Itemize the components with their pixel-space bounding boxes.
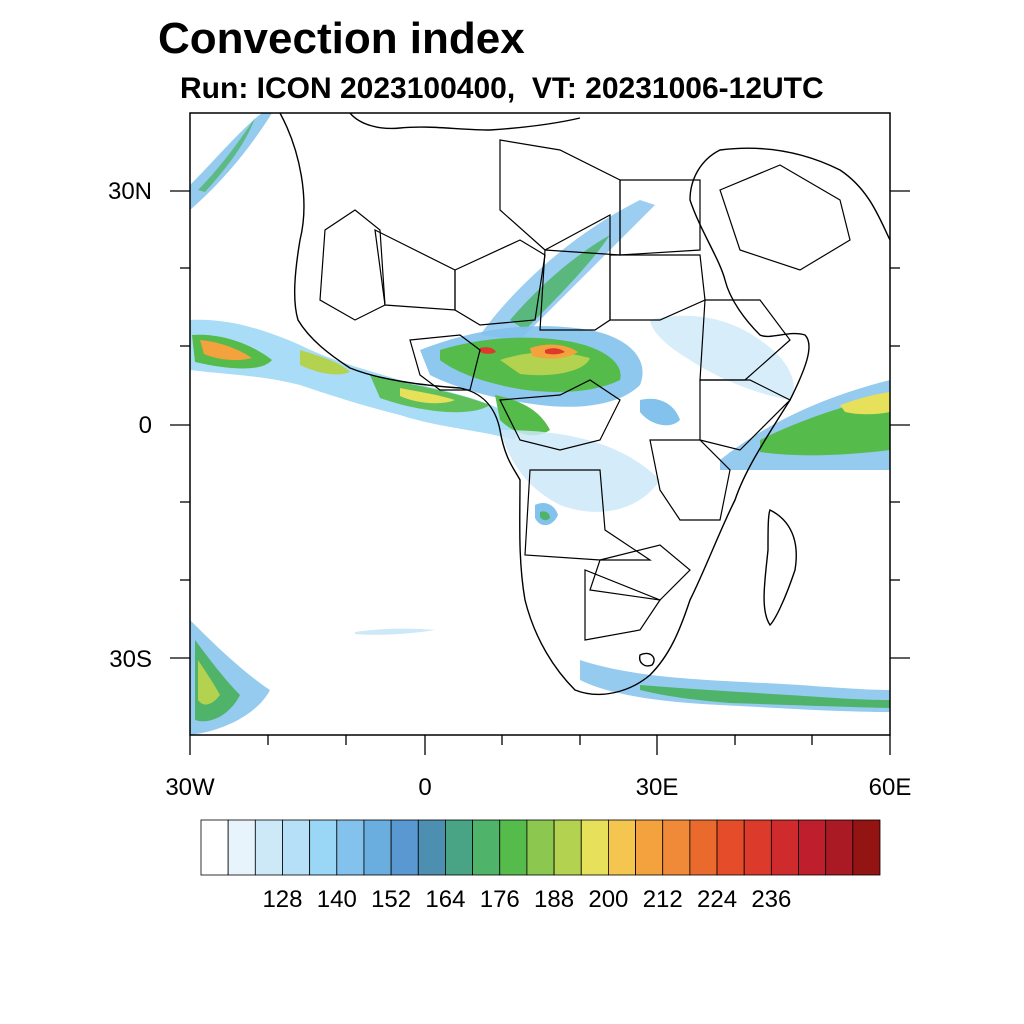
colorbar-swatch bbox=[417, 819, 446, 876]
country-borders bbox=[319, 139, 851, 641]
colorbar-swatch bbox=[662, 819, 691, 876]
colorbar-label: 152 bbox=[371, 886, 412, 913]
colorbar-swatch bbox=[254, 819, 283, 876]
colorbar-swatch bbox=[553, 819, 582, 876]
colorbar bbox=[200, 819, 881, 876]
colorbar-swatch bbox=[825, 819, 854, 876]
colorbar-swatch bbox=[635, 819, 664, 876]
colorbar-swatch bbox=[499, 819, 528, 876]
lat-label-30n: 30N bbox=[107, 178, 152, 205]
lat-label-0: 0 bbox=[138, 412, 152, 439]
coastlines bbox=[279, 113, 890, 696]
chart-title: Convection index bbox=[158, 14, 525, 63]
colorbar-swatch bbox=[472, 819, 501, 876]
axis-ticks bbox=[170, 190, 910, 755]
colorbar-swatch bbox=[200, 819, 229, 876]
colorbar-swatch bbox=[689, 819, 718, 876]
colorbar-swatch bbox=[309, 819, 338, 876]
colorbar-swatch bbox=[526, 819, 555, 876]
colorbar-swatch bbox=[282, 819, 311, 876]
lon-label-0: 0 bbox=[418, 774, 432, 801]
colorbar-label: 140 bbox=[316, 886, 357, 913]
lon-label-30e: 30E bbox=[635, 774, 679, 801]
colorbar-swatch bbox=[798, 819, 827, 876]
colorbar-swatch bbox=[363, 819, 392, 876]
colorbar-swatch bbox=[716, 819, 745, 876]
colorbar-swatch bbox=[608, 819, 636, 876]
colorbar-swatch bbox=[445, 819, 474, 876]
colorbar-label: 176 bbox=[479, 886, 520, 913]
colorbar-swatch bbox=[336, 819, 365, 876]
colorbar-label: 128 bbox=[262, 886, 303, 913]
colorbar-swatch bbox=[580, 819, 609, 876]
colorbar-label: 164 bbox=[425, 886, 466, 913]
colorbar-swatch bbox=[743, 819, 772, 876]
colorbar-label: 200 bbox=[588, 886, 629, 913]
colorbar-swatch bbox=[390, 819, 419, 876]
colorbar-swatch bbox=[227, 819, 256, 876]
chart-subtitle: Run: ICON 2023100400, VT: 20231006-12UTC bbox=[180, 72, 824, 105]
colorbar-label: 212 bbox=[642, 886, 683, 913]
colorbar-swatch bbox=[770, 819, 799, 876]
colorbar-swatch bbox=[852, 819, 881, 876]
colorbar-label: 224 bbox=[697, 886, 738, 913]
lon-label-30w: 30W bbox=[165, 774, 215, 801]
colorbar-label: 188 bbox=[534, 886, 575, 913]
lat-label-30s: 30S bbox=[109, 646, 152, 673]
lon-label-60e: 60E bbox=[868, 774, 912, 801]
colorbar-label: 236 bbox=[751, 886, 792, 913]
map-frame bbox=[189, 112, 891, 736]
